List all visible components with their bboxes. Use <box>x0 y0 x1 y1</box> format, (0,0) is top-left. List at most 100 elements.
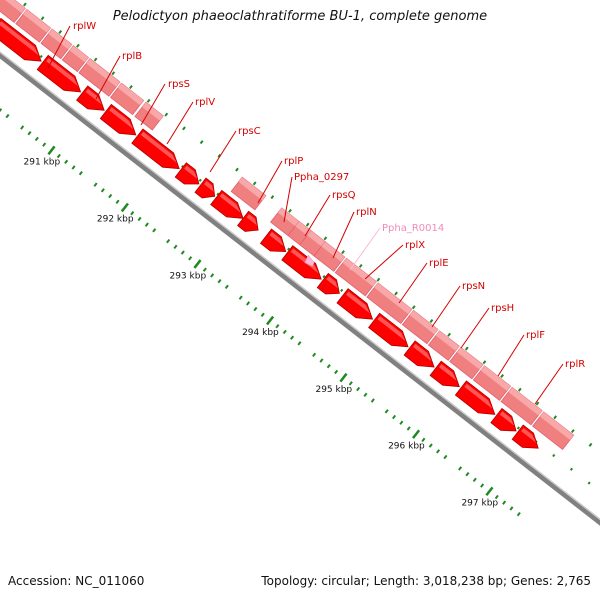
outer-tick <box>76 43 80 48</box>
outer-tick <box>500 374 504 379</box>
gene-label-leader <box>140 83 166 126</box>
minor-tick <box>238 295 243 300</box>
outer-tick <box>235 167 239 172</box>
gene-label-leader <box>283 176 293 223</box>
major-tick <box>411 429 421 439</box>
mid-tick <box>216 192 220 196</box>
outer-tick <box>323 236 328 241</box>
gene-label: Ppha_0297 <box>294 172 349 183</box>
forward-gene <box>40 28 73 60</box>
forward-gene <box>472 365 512 401</box>
minor-tick <box>384 409 389 414</box>
gene-label: rplN <box>356 207 377 218</box>
reverse-gene <box>174 162 200 185</box>
outer-tick <box>588 442 593 447</box>
reverse-gene <box>194 177 216 199</box>
minor-tick <box>494 494 499 500</box>
major-tick <box>120 202 129 213</box>
minor-tick <box>56 153 61 159</box>
forward-gene <box>427 330 460 361</box>
genome-backbone-highlight <box>0 51 600 520</box>
minor-tick <box>210 273 215 278</box>
mid-tick <box>287 247 291 251</box>
backbone-layer <box>0 51 600 526</box>
outer-tick <box>376 277 381 282</box>
minor-tick <box>392 414 397 420</box>
minor-tick <box>509 506 514 511</box>
forward-gene <box>366 282 413 325</box>
gene-label: rplW <box>73 21 96 32</box>
minor-tick <box>93 182 98 187</box>
gene-label-leader <box>364 244 404 280</box>
reverse-gene <box>210 189 244 219</box>
outer-tick <box>129 85 133 90</box>
minor-tick <box>224 284 229 290</box>
minor-tick <box>275 324 280 329</box>
outer-tick <box>447 332 451 337</box>
minor-tick <box>0 108 3 113</box>
gene-label-leader <box>257 160 283 204</box>
minor-tick <box>173 244 178 250</box>
gene-label-leader <box>460 307 490 349</box>
gene-label: rplB <box>122 51 142 62</box>
forward-gene <box>230 176 267 211</box>
forward-gene <box>401 309 439 345</box>
minor-tick <box>356 386 361 392</box>
reverse-gene <box>454 380 496 415</box>
gene-label: rpsN <box>462 281 485 292</box>
outer-tick <box>517 387 522 392</box>
outer-tick <box>217 153 222 158</box>
minor-tick <box>472 477 477 483</box>
forward-gene <box>313 241 346 272</box>
outer-tick <box>341 250 345 255</box>
gene-label: rpsQ <box>332 190 356 201</box>
gene-label: rplV <box>195 97 215 108</box>
mid-tick <box>198 178 202 182</box>
minor-tick <box>443 454 448 460</box>
outer-tick <box>288 208 292 213</box>
reverse-gene <box>490 407 517 432</box>
minor-tick <box>115 199 120 204</box>
minor-tick <box>282 329 287 335</box>
minor-tick <box>64 159 69 164</box>
accession-text: Accession: NC_011060 <box>8 574 145 588</box>
minor-tick <box>370 398 375 403</box>
gene-label-leader <box>166 101 194 145</box>
minor-tick <box>312 352 317 357</box>
reverse-gene <box>131 128 180 170</box>
reverse-gene <box>403 340 435 368</box>
minor-tick <box>480 483 485 488</box>
minor-tick <box>348 381 353 386</box>
minor-tick <box>516 511 521 517</box>
outer-tick <box>553 415 558 420</box>
minor-tick <box>326 364 331 369</box>
mid-tick <box>340 288 344 292</box>
tick-label: 295 kbp <box>315 385 352 395</box>
reverse-gene <box>429 360 460 388</box>
forward-gene <box>134 101 164 131</box>
minor-tick <box>42 142 47 147</box>
minor-tick <box>290 335 295 340</box>
outer-tick <box>358 263 363 268</box>
minor-tick <box>34 136 39 142</box>
minor-tick <box>20 125 25 130</box>
gene-label: rplF <box>526 330 545 341</box>
gene-label-leader <box>497 334 525 377</box>
minor-tick <box>458 466 463 471</box>
reverse-gene <box>368 312 409 348</box>
outer-tick <box>305 222 310 227</box>
reverse-gene <box>76 85 105 111</box>
minor-tick <box>144 222 149 227</box>
outer-tick <box>535 401 540 406</box>
mid-tick <box>322 275 326 279</box>
minor-tick <box>130 211 135 216</box>
minor-tick <box>297 341 302 346</box>
outer-tick <box>40 16 45 21</box>
forward-gene <box>0 0 26 24</box>
minor-tick <box>100 188 105 193</box>
mid-tick <box>587 481 591 485</box>
major-tick <box>193 259 202 269</box>
forward-gene <box>500 386 543 426</box>
